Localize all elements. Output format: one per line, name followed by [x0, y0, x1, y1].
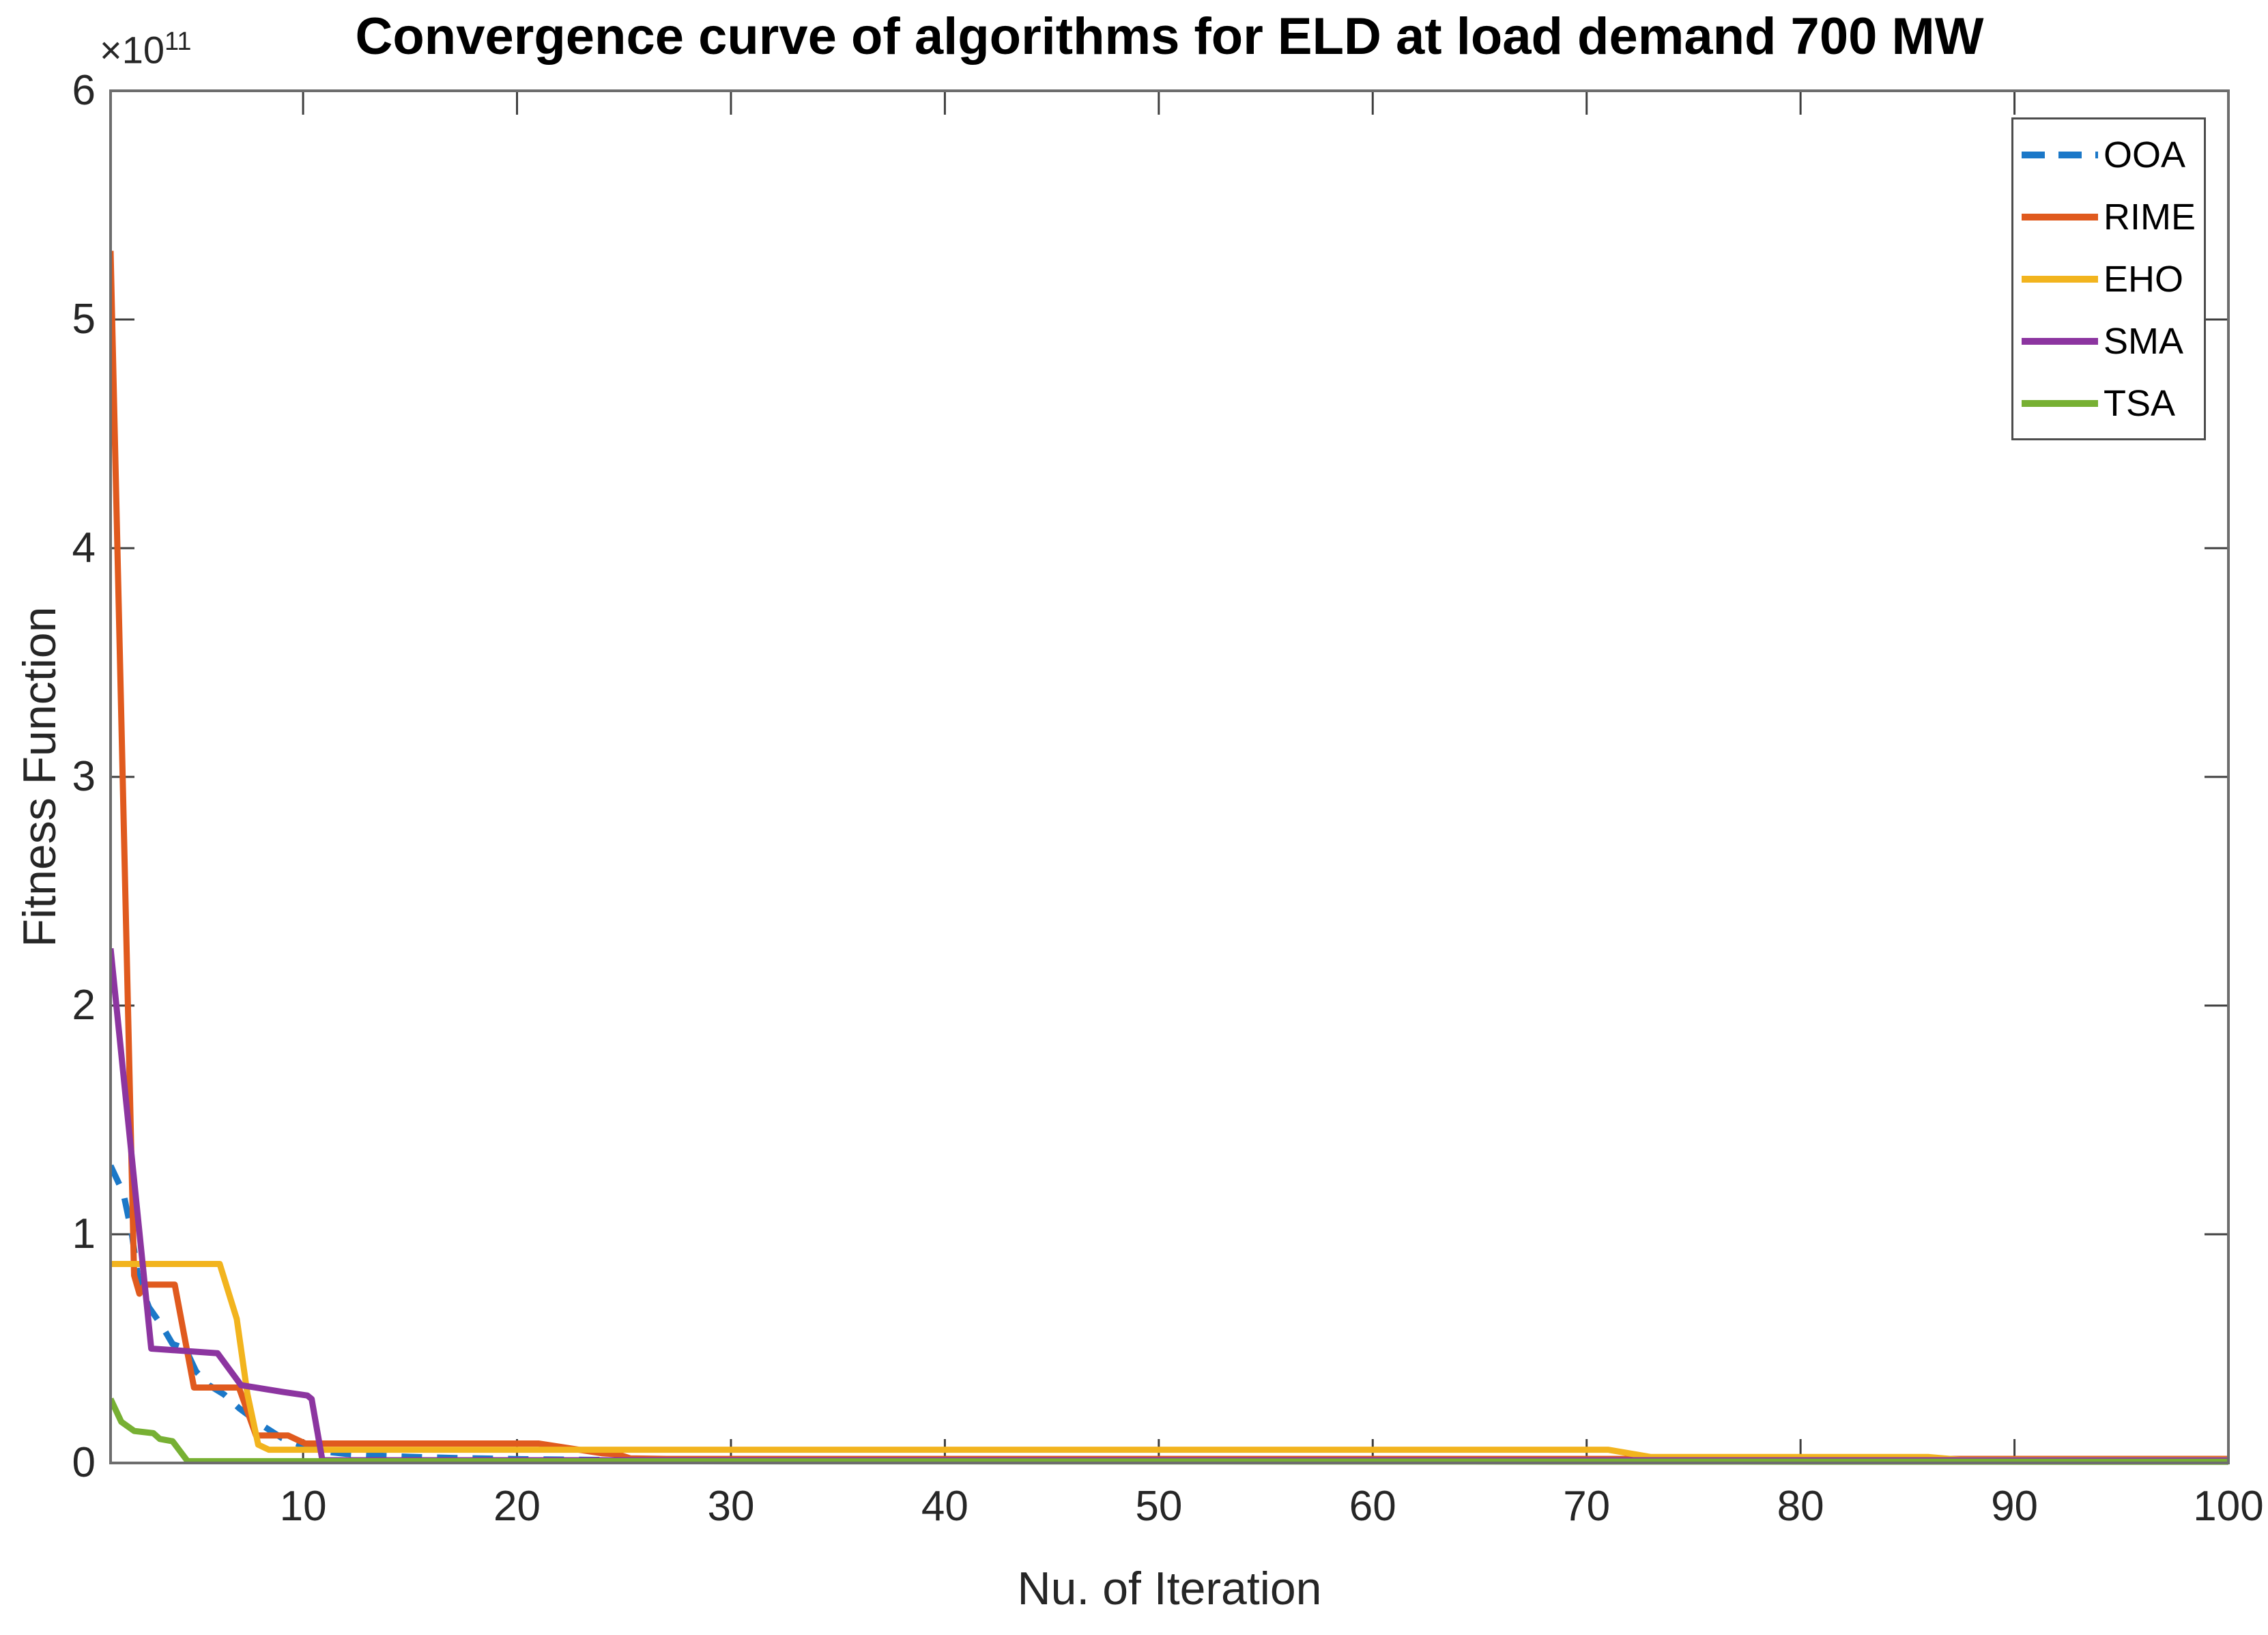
legend-item-rime: RIME: [2022, 196, 2204, 238]
series-line-rime: [109, 251, 2228, 1462]
x-tick-label-60: 60: [1349, 1483, 1396, 1530]
legend-label-eho: EHO: [2104, 258, 2184, 300]
legend-label-rime: RIME: [2104, 196, 2196, 238]
series-line-ooa: [109, 1164, 2228, 1464]
legend-line-sample-sma: [2022, 337, 2098, 345]
y-axis-multiplier: ×1011: [100, 27, 191, 72]
legend-item-sma: SMA: [2022, 320, 2204, 362]
x-tick-label-30: 30: [707, 1483, 755, 1530]
legend-line-sample-ooa: [2022, 151, 2098, 158]
legend-box: OOA RIME EHO SMA TSA: [2011, 117, 2206, 440]
y-tick-label-2: 2: [72, 982, 96, 1029]
legend-item-ooa: OOA: [2022, 134, 2204, 176]
chart-title: Convergence curve of algorithms for ELD …: [355, 8, 1984, 66]
series-lines: [109, 251, 2229, 1465]
legend-line-sample-eho: [2022, 275, 2098, 283]
legend-label-ooa: OOA: [2104, 134, 2186, 175]
legend-item-tsa: TSA: [2022, 382, 2204, 425]
y-tick-label-6: 6: [72, 67, 96, 114]
series-line-eho: [111, 1261, 2228, 1463]
x-tick-label-80: 80: [1777, 1483, 1824, 1530]
x-tick-label-50: 50: [1135, 1483, 1183, 1530]
x-tick-label-10: 10: [279, 1483, 327, 1530]
legend-label-tsa: TSA: [2104, 382, 2176, 424]
y-axis-multiplier-exponent: 11: [164, 27, 192, 56]
legend-line-sample-rime: [2022, 213, 2098, 221]
y-tick-label-0: 0: [72, 1439, 96, 1486]
axis-ticks: [111, 89, 2230, 1464]
y-axis-multiplier-base: ×10: [100, 28, 164, 72]
plot-frame: [109, 89, 2230, 1464]
series-line-tsa: [109, 1397, 2229, 1465]
x-tick-label-90: 90: [1991, 1483, 2039, 1530]
y-tick-label-3: 3: [72, 753, 96, 800]
legend-item-eho: EHO: [2022, 258, 2204, 300]
x-tick-label-100: 100: [2193, 1483, 2264, 1530]
x-tick-label-40: 40: [921, 1483, 968, 1530]
series-line-sma: [109, 948, 2228, 1464]
y-tick-label-1: 1: [72, 1210, 96, 1257]
y-tick-label-4: 4: [72, 524, 96, 571]
y-tick-label-5: 5: [72, 296, 96, 343]
x-tick-label-70: 70: [1563, 1483, 1611, 1530]
legend-line-sample-tsa: [2022, 399, 2098, 407]
x-tick-label-20: 20: [493, 1483, 541, 1530]
x-axis-label: Nu. of Iteration: [1017, 1563, 1322, 1615]
axes-frame: [109, 89, 2230, 1464]
legend-label-sma: SMA: [2104, 320, 2184, 362]
